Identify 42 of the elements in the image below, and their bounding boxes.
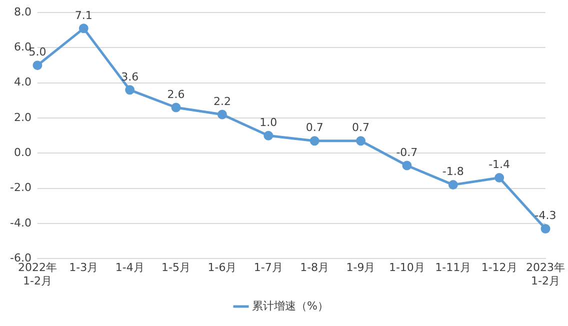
point xyxy=(171,102,181,112)
x-tick-label: 1-3月 xyxy=(69,261,98,274)
x-tick-label: 1-6月 xyxy=(208,261,237,274)
data-label: 1.0 xyxy=(260,116,278,129)
y-tick-label: 4.0 xyxy=(14,76,32,89)
legend-label: 累计增速（%） xyxy=(252,299,328,312)
point xyxy=(217,110,227,120)
point xyxy=(540,224,550,234)
data-label: 3.6 xyxy=(121,70,139,84)
y-tick-label: -4.0 xyxy=(10,216,32,230)
x-tick-label: 1-8月 xyxy=(300,261,330,274)
point xyxy=(32,60,42,70)
y-tick-label: 8.0 xyxy=(14,5,32,18)
point xyxy=(356,136,366,146)
point xyxy=(494,173,504,183)
data-label: -0.7 xyxy=(396,146,418,159)
point xyxy=(310,136,320,146)
data-label: -4.3 xyxy=(534,209,556,222)
point xyxy=(402,160,412,170)
x-tick-label: 1-7月 xyxy=(254,261,283,274)
x-tick-label: 1-11月 xyxy=(435,261,472,274)
point xyxy=(264,130,274,140)
x-tick-label: 1-9月 xyxy=(346,261,376,274)
data-label: 7.1 xyxy=(74,8,92,22)
data-label: 0.7 xyxy=(306,121,324,134)
x-tick-label: 1-4月 xyxy=(115,261,144,274)
data-label: 0.7 xyxy=(352,121,370,134)
y-tick-label: -2.0 xyxy=(10,181,32,194)
point xyxy=(448,180,458,190)
x-tick-label: 1-12月 xyxy=(481,261,518,274)
data-label: -1.8 xyxy=(442,165,464,178)
x-tick-label: 1-5月 xyxy=(162,261,191,274)
data-label: -1.4 xyxy=(488,158,510,172)
y-tick-label: 2.0 xyxy=(14,110,32,124)
data-label: 2.2 xyxy=(213,94,231,108)
point xyxy=(125,85,135,95)
x-tick-label: 2023年 1-2月 xyxy=(526,261,566,288)
data-label: 2.6 xyxy=(167,88,185,101)
y-tick-label: 6.0 xyxy=(14,40,32,54)
y-tick-label: 0.0 xyxy=(14,146,32,160)
x-tick-label: 1-10月 xyxy=(388,261,425,274)
point xyxy=(78,24,88,34)
